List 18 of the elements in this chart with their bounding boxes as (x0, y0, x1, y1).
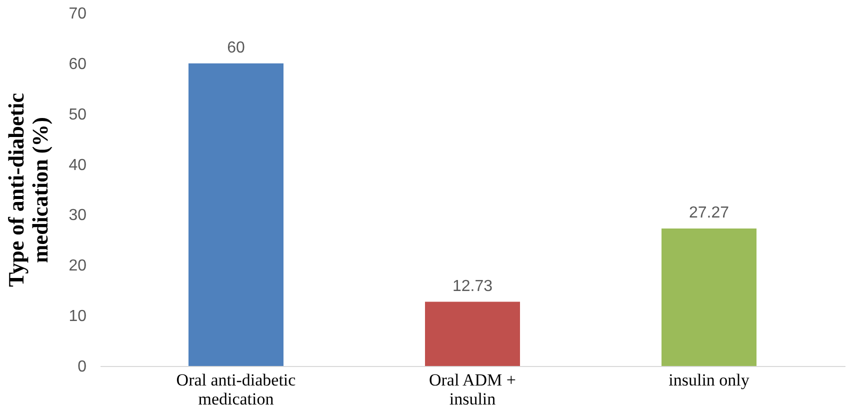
data-label: 27.27 (688, 204, 730, 222)
x-tick-label: Oral anti-diabetic medication (176, 370, 296, 408)
bar (425, 302, 520, 366)
data-label: 60 (227, 39, 245, 56)
x-tick-label: insulin only (668, 370, 750, 390)
y-tick-label: 60 (68, 56, 87, 73)
y-tick-label: 20 (68, 258, 87, 275)
x-tick-label: Oral ADM + insulin (428, 370, 516, 408)
y-tick-label: 0 (78, 358, 87, 376)
y-tick-label: 30 (68, 207, 87, 224)
y-axis-title: Type of anti-diabetic medication (%) (4, 92, 53, 287)
y-tick-label: 70 (68, 6, 87, 22)
bar (662, 228, 757, 366)
y-tick-label: 40 (68, 156, 87, 174)
data-label: 12.73 (452, 278, 493, 295)
y-tick-label: 50 (68, 106, 87, 124)
y-tick-label: 10 (68, 308, 87, 326)
bar (188, 63, 284, 366)
